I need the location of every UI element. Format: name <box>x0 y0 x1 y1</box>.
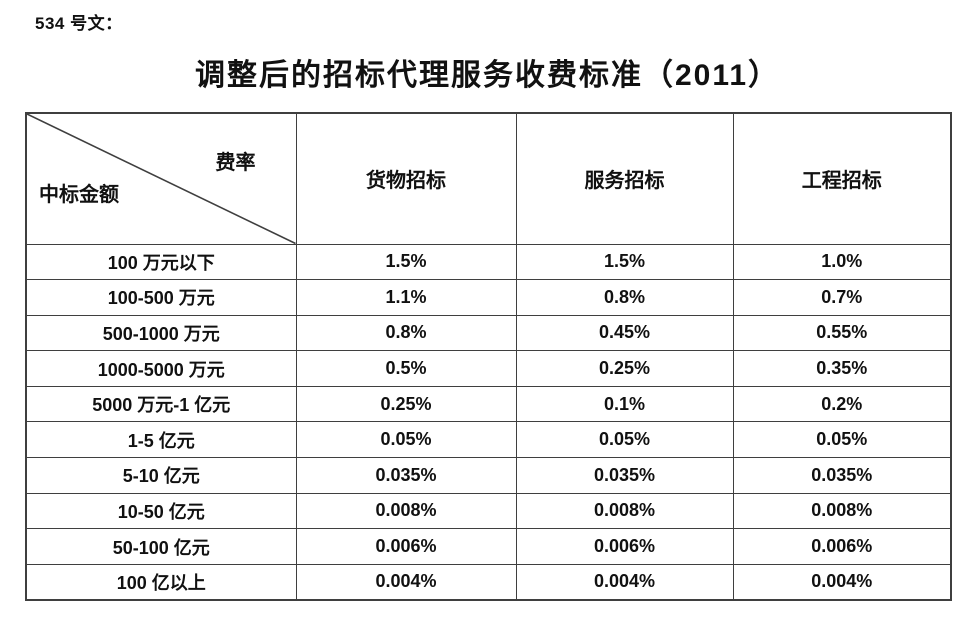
row-label: 5000 万元-1 亿元 <box>25 385 297 423</box>
rate-cell: 0.25% <box>515 350 734 387</box>
corner-label-bid-amount: 中标金额 <box>39 184 119 206</box>
rate-cell: 1.5% <box>295 243 517 281</box>
row-label: 10-50 亿元 <box>25 492 297 530</box>
table-row: 50-100 亿元 0.006% 0.006% 0.006% <box>25 528 952 565</box>
rate-cell: 0.8% <box>295 314 517 352</box>
table-row: 100-500 万元 1.1% 0.8% 0.7% <box>25 279 952 316</box>
rate-cell: 0.05% <box>515 421 734 459</box>
row-label: 100-500 万元 <box>25 279 297 316</box>
table-row: 5000 万元-1 亿元 0.25% 0.1% 0.2% <box>25 385 952 423</box>
table-row: 10-50 亿元 0.008% 0.008% 0.008% <box>25 492 952 530</box>
row-label: 5-10 亿元 <box>25 457 297 494</box>
rate-cell: 0.006% <box>732 528 952 565</box>
rate-cell: 1.1% <box>295 279 517 316</box>
rate-cell: 1.0% <box>732 243 952 281</box>
page-title: 调整后的招标代理服务收费标准（2011） <box>194 59 781 92</box>
rate-cell: 0.006% <box>515 528 734 565</box>
row-label: 50-100 亿元 <box>25 528 297 565</box>
table-header-row: 费率 中标金额 货物招标 服务招标 工程招标 <box>25 112 952 245</box>
rate-cell: 0.5% <box>295 350 517 387</box>
rate-cell: 0.004% <box>295 563 517 601</box>
row-label: 1000-5000 万元 <box>25 350 297 387</box>
rate-cell: 0.006% <box>295 528 517 565</box>
rate-cell: 0.55% <box>732 314 952 352</box>
rate-cell: 0.008% <box>295 492 517 530</box>
doc-number-label: 534 号文： <box>35 14 123 33</box>
corner-label-rate: 费率 <box>215 152 256 174</box>
rate-cell: 0.035% <box>295 457 517 494</box>
rate-cell: 1.5% <box>515 243 734 281</box>
rate-cell: 0.05% <box>295 421 517 459</box>
rate-cell: 0.35% <box>732 350 952 387</box>
rate-cell: 0.1% <box>515 385 734 423</box>
rate-cell: 0.25% <box>295 385 517 423</box>
row-label: 1-5 亿元 <box>25 421 297 459</box>
rate-cell: 0.008% <box>732 492 952 530</box>
row-label: 100 亿以上 <box>25 563 297 601</box>
rate-cell: 0.2% <box>732 385 952 423</box>
rate-cell: 0.8% <box>515 279 734 316</box>
table-row: 1000-5000 万元 0.5% 0.25% 0.35% <box>25 350 952 387</box>
rate-cell: 0.004% <box>515 563 734 601</box>
row-label: 100 万元以下 <box>25 243 297 281</box>
rate-cell: 0.05% <box>732 421 952 459</box>
table-row: 100 亿以上 0.004% 0.004% 0.004% <box>25 563 952 601</box>
rate-cell: 0.035% <box>732 457 952 494</box>
column-header: 服务招标 <box>515 112 734 245</box>
diagonal-divider-line <box>27 114 296 244</box>
rate-cell: 0.45% <box>515 314 734 352</box>
rate-cell: 0.008% <box>515 492 734 530</box>
table-body: 100 万元以下 1.5% 1.5% 1.0% 100-500 万元 1.1% 0.8% 0.… <box>25 243 952 601</box>
column-header: 工程招标 <box>732 112 952 245</box>
rate-cell: 0.035% <box>515 457 734 494</box>
row-label: 500-1000 万元 <box>25 314 297 352</box>
table-row: 500-1000 万元 0.8% 0.45% 0.55% <box>25 314 952 352</box>
rate-cell: 0.004% <box>732 563 952 601</box>
corner-header-cell: 费率 中标金额 <box>25 112 297 245</box>
table-row: 100 万元以下 1.5% 1.5% 1.0% <box>25 243 952 281</box>
table-row: 1-5 亿元 0.05% 0.05% 0.05% <box>25 421 952 459</box>
table-row: 5-10 亿元 0.035% 0.035% 0.035% <box>25 457 952 494</box>
fee-rate-table: 费率 中标金额 货物招标 服务招标 工程招标 100 万元以下 1.5% 1.5% 1.0… <box>25 112 952 601</box>
rate-cell: 0.7% <box>732 279 952 316</box>
column-header: 货物招标 <box>295 112 517 245</box>
